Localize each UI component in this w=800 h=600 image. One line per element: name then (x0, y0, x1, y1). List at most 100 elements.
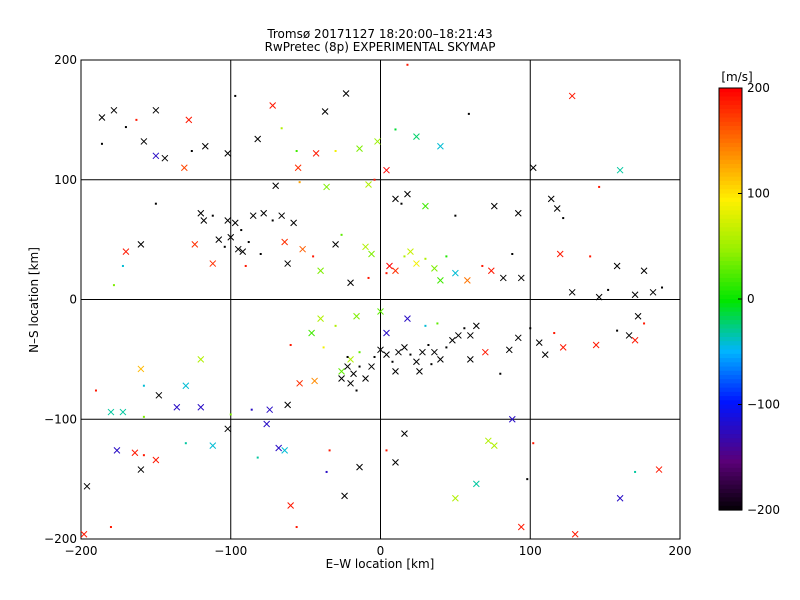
x-tick-label: 0 (377, 544, 385, 558)
data-point (211, 214, 214, 217)
data-point (358, 365, 361, 368)
data-point (275, 444, 283, 452)
data-point (328, 449, 331, 452)
colorbar-segment (719, 488, 742, 494)
data-point (616, 166, 624, 174)
data-point (571, 530, 579, 538)
colorbar-segment (719, 463, 742, 469)
colorbar-segment (719, 505, 742, 511)
data-point (511, 252, 514, 255)
data-point (295, 526, 298, 529)
data-point (437, 142, 444, 150)
colorbar-segment (719, 467, 742, 473)
colorbar-segment (719, 197, 742, 203)
data-point (472, 322, 480, 330)
colorbar-segment (719, 311, 742, 317)
data-point (341, 492, 348, 500)
data-point (284, 401, 292, 409)
colorbar-segment (719, 261, 742, 266)
data-point (481, 348, 489, 356)
data-point (224, 217, 232, 224)
data-point (83, 482, 91, 490)
data-point (358, 351, 361, 354)
data-point (607, 288, 610, 291)
y-tick-label: 0 (69, 293, 77, 307)
data-point (308, 329, 315, 337)
colorbar-segment (719, 100, 742, 106)
data-point (312, 255, 315, 258)
data-point (272, 182, 280, 190)
data-point (201, 142, 209, 150)
data-point (391, 360, 394, 363)
data-point (445, 255, 448, 258)
data-point (455, 332, 462, 339)
data-point (182, 382, 190, 390)
data-point (404, 190, 411, 198)
colorbar-segment (719, 429, 742, 435)
data-point (616, 329, 619, 332)
y-axis-label: N–S location [km] (27, 247, 41, 353)
data-point (321, 108, 329, 115)
colorbar-segment (719, 151, 742, 157)
data-point (406, 63, 409, 66)
colorbar (718, 87, 743, 511)
colorbar-segment (719, 379, 742, 384)
colorbar-segment (719, 442, 742, 448)
data-point (529, 327, 532, 330)
data-point (517, 274, 525, 282)
data-point (340, 233, 343, 236)
data-point (247, 241, 250, 244)
data-point (452, 494, 459, 502)
data-point (342, 90, 350, 97)
data-point (487, 267, 495, 275)
data-point (121, 264, 124, 267)
data-points (80, 63, 664, 538)
data-point (234, 245, 242, 253)
colorbar-segment (719, 299, 742, 304)
data-point (413, 358, 420, 366)
data-point (269, 102, 277, 109)
colorbar-segment (719, 163, 742, 169)
colorbar-segment (719, 201, 742, 207)
colorbar-segment (719, 307, 742, 313)
data-point (107, 408, 115, 416)
data-point (472, 480, 480, 488)
data-point (422, 202, 429, 210)
colorbar-segment (719, 341, 742, 347)
data-point (556, 250, 564, 258)
data-point (135, 118, 138, 121)
data-point (416, 367, 423, 375)
colorbar-segment (719, 400, 742, 406)
colorbar-segment (719, 96, 742, 102)
data-point (553, 205, 561, 212)
x-tick-label: −100 (214, 544, 247, 558)
colorbar-segment (719, 223, 742, 228)
data-point (616, 494, 624, 502)
data-point (296, 379, 303, 387)
data-point (424, 324, 427, 327)
colorbar-segment (719, 282, 742, 287)
data-point (98, 114, 106, 121)
data-point (362, 375, 369, 382)
data-point (154, 202, 157, 205)
data-point (595, 293, 603, 301)
data-point (430, 363, 433, 366)
data-point (322, 346, 325, 349)
data-point (184, 442, 187, 445)
data-point (119, 408, 127, 416)
colorbar-segment (719, 244, 742, 249)
data-point (334, 150, 337, 153)
colorbar-segment (719, 269, 742, 275)
data-point (655, 466, 663, 473)
colorbar-segment (719, 104, 742, 110)
colorbar-segment (719, 366, 742, 372)
colorbar-segment (719, 358, 742, 363)
colorbar-segment (719, 324, 742, 330)
data-point (338, 367, 345, 375)
data-point (190, 150, 193, 153)
data-point (344, 363, 351, 370)
data-point (140, 138, 148, 145)
data-point (347, 279, 354, 287)
colorbar-segment (719, 121, 742, 127)
data-point (266, 406, 274, 414)
